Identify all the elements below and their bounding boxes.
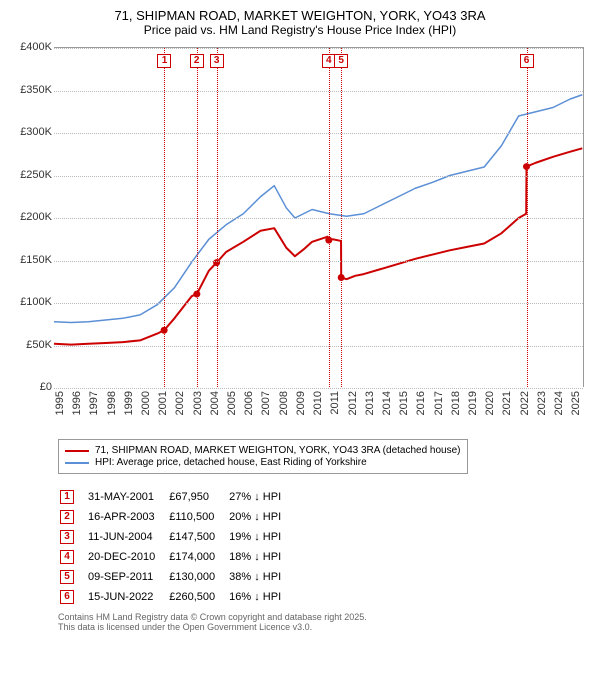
sale-num-box: 3 bbox=[60, 530, 74, 544]
ytick-label: £100K bbox=[12, 296, 52, 308]
gridline bbox=[54, 261, 583, 262]
sale-marker-box: 2 bbox=[190, 54, 204, 68]
ytick-label: £300K bbox=[12, 126, 52, 138]
sale-num-box: 5 bbox=[60, 570, 74, 584]
sale-row: 5 09-SEP-2011£130,00038% ↓ HPI bbox=[60, 568, 293, 586]
sale-price: £174,000 bbox=[169, 548, 227, 566]
gridline bbox=[54, 48, 583, 49]
sale-marker-line bbox=[197, 48, 198, 387]
sale-row: 1 31-MAY-2001£67,95027% ↓ HPI bbox=[60, 488, 293, 506]
legend-swatch-hpi bbox=[65, 462, 89, 464]
gridline bbox=[54, 133, 583, 134]
chart-title-block: 71, SHIPMAN ROAD, MARKET WEIGHTON, YORK,… bbox=[12, 8, 588, 37]
title-line1: 71, SHIPMAN ROAD, MARKET WEIGHTON, YORK,… bbox=[12, 8, 588, 23]
sale-price: £67,950 bbox=[169, 488, 227, 506]
sale-delta: 18% ↓ HPI bbox=[229, 548, 293, 566]
sale-marker-box: 1 bbox=[157, 54, 171, 68]
sale-date: 31-MAY-2001 bbox=[88, 488, 167, 506]
ytick-label: £250K bbox=[12, 169, 52, 181]
sale-date: 15-JUN-2022 bbox=[88, 588, 167, 606]
sale-marker-box: 5 bbox=[334, 54, 348, 68]
sale-marker-line bbox=[527, 48, 528, 387]
gridline bbox=[54, 218, 583, 219]
ytick-label: £200K bbox=[12, 211, 52, 223]
footer-line2: This data is licensed under the Open Gov… bbox=[58, 622, 588, 632]
sale-date: 20-DEC-2010 bbox=[88, 548, 167, 566]
sale-price: £260,500 bbox=[169, 588, 227, 606]
gridline bbox=[54, 91, 583, 92]
ytick-label: £150K bbox=[12, 254, 52, 266]
sale-delta: 27% ↓ HPI bbox=[229, 488, 293, 506]
footer: Contains HM Land Registry data © Crown c… bbox=[58, 612, 588, 632]
xtick-label: 2025 bbox=[570, 391, 600, 415]
legend-label-hpi: HPI: Average price, detached house, East… bbox=[95, 457, 367, 468]
series-hpi bbox=[54, 95, 582, 323]
sale-row: 4 20-DEC-2010£174,00018% ↓ HPI bbox=[60, 548, 293, 566]
plot-region: 123456 bbox=[54, 47, 584, 387]
legend-swatch-price-paid bbox=[65, 450, 89, 452]
sale-marker-line bbox=[217, 48, 218, 387]
gridline bbox=[54, 303, 583, 304]
ytick-label: £0 bbox=[12, 381, 52, 393]
title-line2: Price paid vs. HM Land Registry's House … bbox=[12, 23, 588, 37]
legend-row-hpi: HPI: Average price, detached house, East… bbox=[65, 457, 461, 468]
sale-date: 09-SEP-2011 bbox=[88, 568, 167, 586]
sale-marker-box: 6 bbox=[520, 54, 534, 68]
sale-marker-line bbox=[329, 48, 330, 387]
legend-row-price-paid: 71, SHIPMAN ROAD, MARKET WEIGHTON, YORK,… bbox=[65, 445, 461, 456]
sale-date: 11-JUN-2004 bbox=[88, 528, 167, 546]
sale-delta: 20% ↓ HPI bbox=[229, 508, 293, 526]
sale-marker-box: 3 bbox=[210, 54, 224, 68]
ytick-label: £350K bbox=[12, 84, 52, 96]
sale-delta: 38% ↓ HPI bbox=[229, 568, 293, 586]
gridline bbox=[54, 176, 583, 177]
sale-row: 6 15-JUN-2022£260,50016% ↓ HPI bbox=[60, 588, 293, 606]
sale-marker-line bbox=[164, 48, 165, 387]
gridline bbox=[54, 388, 583, 389]
sale-row: 2 16-APR-2003£110,50020% ↓ HPI bbox=[60, 508, 293, 526]
sale-delta: 19% ↓ HPI bbox=[229, 528, 293, 546]
sale-num-box: 1 bbox=[60, 490, 74, 504]
ytick-label: £50K bbox=[12, 339, 52, 351]
sale-marker-line bbox=[341, 48, 342, 387]
gridline bbox=[54, 346, 583, 347]
series-price_paid bbox=[54, 148, 582, 344]
sale-num-box: 2 bbox=[60, 510, 74, 524]
sale-num-box: 6 bbox=[60, 590, 74, 604]
sale-price: £130,000 bbox=[169, 568, 227, 586]
ytick-label: £400K bbox=[12, 41, 52, 53]
footer-line1: Contains HM Land Registry data © Crown c… bbox=[58, 612, 588, 622]
sale-row: 3 11-JUN-2004£147,50019% ↓ HPI bbox=[60, 528, 293, 546]
sale-price: £147,500 bbox=[169, 528, 227, 546]
chart-area: £0 £50K £100K £150K £200K £250K £300K £350K £400… bbox=[12, 43, 588, 433]
sale-price: £110,500 bbox=[169, 508, 227, 526]
sale-delta: 16% ↓ HPI bbox=[229, 588, 293, 606]
sales-table: 1 31-MAY-2001£67,95027% ↓ HPI 2 16-APR-2003… bbox=[58, 486, 295, 608]
sale-num-box: 4 bbox=[60, 550, 74, 564]
legend-label-price-paid: 71, SHIPMAN ROAD, MARKET WEIGHTON, YORK,… bbox=[95, 445, 461, 456]
legend: 71, SHIPMAN ROAD, MARKET WEIGHTON, YORK,… bbox=[58, 439, 468, 474]
sale-date: 16-APR-2003 bbox=[88, 508, 167, 526]
